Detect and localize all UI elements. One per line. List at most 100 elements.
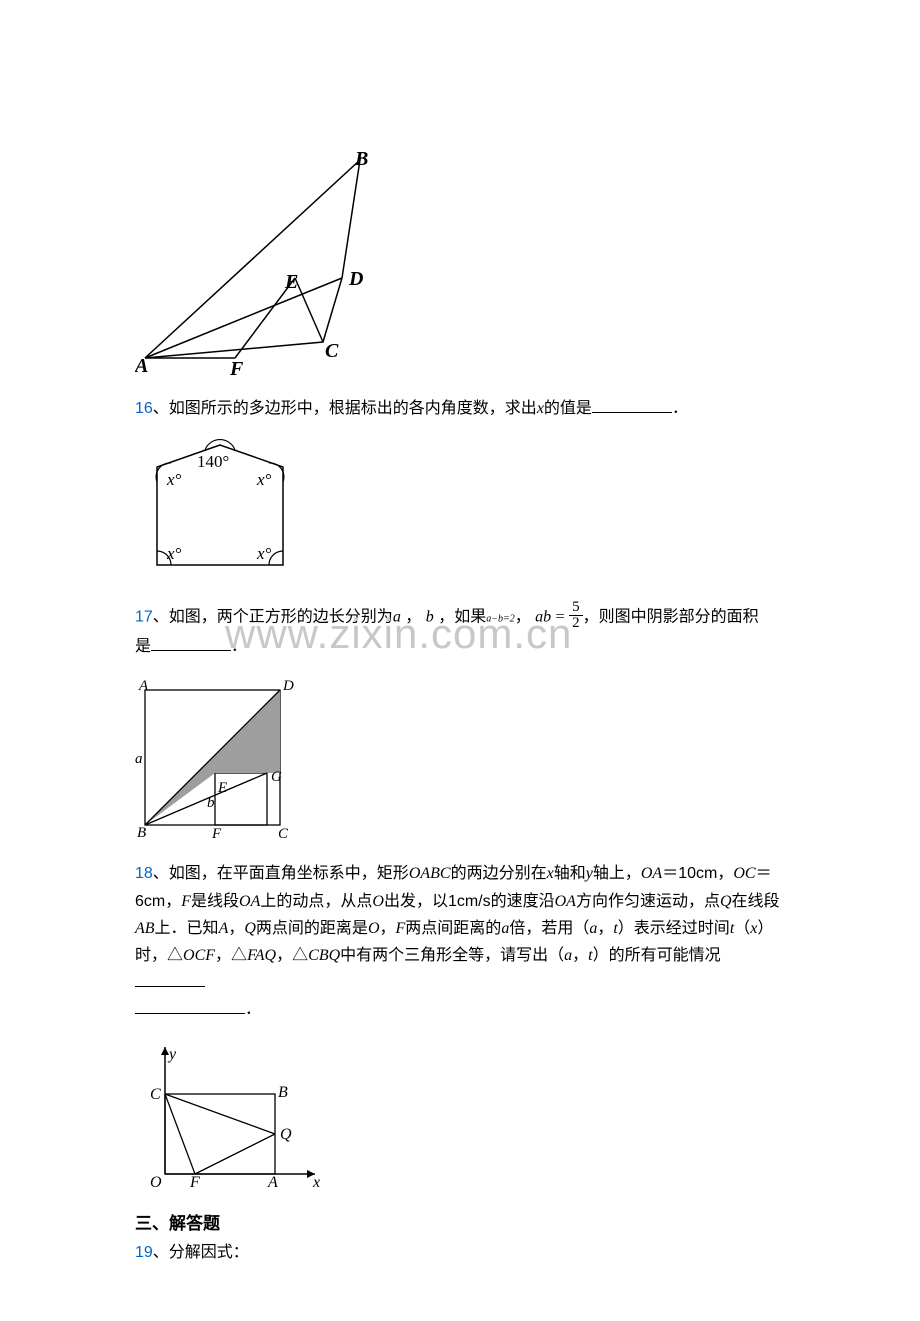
p18-OA: OA [641,865,662,882]
p17-b: b [426,609,434,626]
p18-FAQ: FAQ [247,947,276,964]
section-3-title: 三、解答题 [135,1209,785,1234]
label-D: D [348,268,363,290]
cd-C: C [150,1086,161,1103]
squares-svg: A D B C F E G a b [135,675,305,840]
cd-O: O [150,1174,162,1189]
problem-17: 17、如图，两个正方形的边长分别为a ， b ，如果a−b=2， ab = 5 … [135,602,785,660]
x-label-tr: x° [256,470,272,489]
p17-t3: ， [515,609,531,626]
p18-t7: 出发，以1cm/s的速度沿 [384,893,555,910]
p17-t1: 、如图，两个正方形的边长分别为 [153,609,393,626]
p18-t1: 、如图，在平面直角坐标系中，矩形 [153,865,409,882]
p18-CBQ: CBQ [308,947,340,964]
pentagon-figure: 140° x° x° x° x° [135,437,785,582]
p18-OC: OC [733,865,755,882]
p17-punct: ． [231,638,247,655]
p18-t15: ）表示经过时间 [618,920,730,937]
p18-eq1: ＝10cm， [662,865,733,882]
problem-19-number: 19 [135,1244,153,1261]
p17-t5: 是 [135,638,151,655]
p17-frac-den: 2 [569,616,583,631]
p18-t11: ， [228,920,244,937]
blank-16 [592,397,672,413]
cd-A: A [267,1174,278,1189]
sq-E: E [217,780,227,796]
squares-figure: A D B C F E G a b [135,675,785,840]
coord-figure: y x O C B Q F A [135,1039,785,1189]
cd-y: y [167,1046,177,1063]
p18-OA3: OA [555,893,576,910]
p18-F2: F [396,920,406,937]
p18-tri3: △ [292,947,308,964]
x-label-bl: x° [166,544,182,563]
p18-t3: 轴和 [554,865,586,882]
p18-a3: a [564,947,572,964]
p18-t9: 在线段 [732,893,780,910]
p18-tri1: △ [167,947,183,964]
sq-G: G [271,769,282,785]
problem-16-text1: 、如图所示的多边形中，根据标出的各内角度数，求出 [153,400,537,417]
problem-17-number: 17 [135,609,153,626]
label-B: B [354,150,368,170]
p18-A: A [219,920,229,937]
problem-16-text2: 的值是 [544,400,592,417]
p18-t13: 两点间距离的 [405,920,501,937]
p18-O: O [372,893,384,910]
p18-tri2: △ [231,947,247,964]
p18-c2: ， [215,947,231,964]
p18-Q2: Q [244,920,256,937]
p17-a: a [393,609,401,626]
sq-a: a [135,751,143,767]
sq-C: C [278,826,289,840]
triangle-svg: A B C D E F [135,150,375,375]
p18-t6: 上的动点，从点 [260,893,372,910]
p18-AB: AB [135,920,155,937]
problem-16-number: 16 [135,400,153,417]
p17-ab: ab [535,609,551,626]
label-E: E [284,271,298,293]
p18-F: F [181,893,191,910]
triangle-figure: A B C D E F [135,150,785,375]
p19-text: 、分解因式： [153,1244,249,1261]
cd-x: x [312,1174,320,1189]
p18-t11c: ， [597,920,613,937]
p17-eq: = [556,609,565,626]
coord-svg: y x O C B Q F A [135,1039,325,1189]
p17-t2: ，如果 [438,609,486,626]
problem-16: 16、如图所示的多边形中，根据标出的各内角度数，求出x的值是 ． [135,395,785,422]
p18-t18: 中有两个三角形全等，请写出（ [340,947,564,964]
p18-t11b: ， [380,920,396,937]
p18-t14: 倍，若用（ [509,920,589,937]
x-label-tl: x° [166,470,182,489]
label-F: F [229,358,244,375]
p17-c1: ， [405,609,421,626]
blank-17 [151,635,231,651]
sq-D: D [282,678,294,694]
p18-t10: 上．已知 [155,920,219,937]
blank-18a [135,971,205,987]
p18-punct: ． [245,1001,261,1018]
cd-F: F [189,1174,200,1189]
p18-t8: 方向作匀速运动，点 [576,893,720,910]
problem-16-var: x [537,400,544,417]
top-angle-label: 140° [197,452,229,471]
p18-t4: 轴上， [593,865,641,882]
p17-t4: ，则图中阴影部分的面积 [583,609,759,626]
p17-frac: 5 2 [569,600,583,631]
p18-OCF: OCF [183,947,215,964]
p17-expr1: a−b=2 [486,614,515,625]
sq-F: F [211,826,222,840]
p18-c3: ， [276,947,292,964]
p18-y: y [586,865,593,882]
blank-18b [135,998,245,1014]
problem-16-punct: ． [672,400,688,417]
p18-t16: （ [734,920,750,937]
p18-t2: 的两边分别在 [451,865,547,882]
problem-19: 19、分解因式： [135,1239,785,1266]
p18-OABC: OABC [409,865,451,882]
p18-x: x [547,865,554,882]
label-C: C [325,340,339,362]
sq-A: A [138,678,149,694]
p18-Q: Q [720,893,732,910]
